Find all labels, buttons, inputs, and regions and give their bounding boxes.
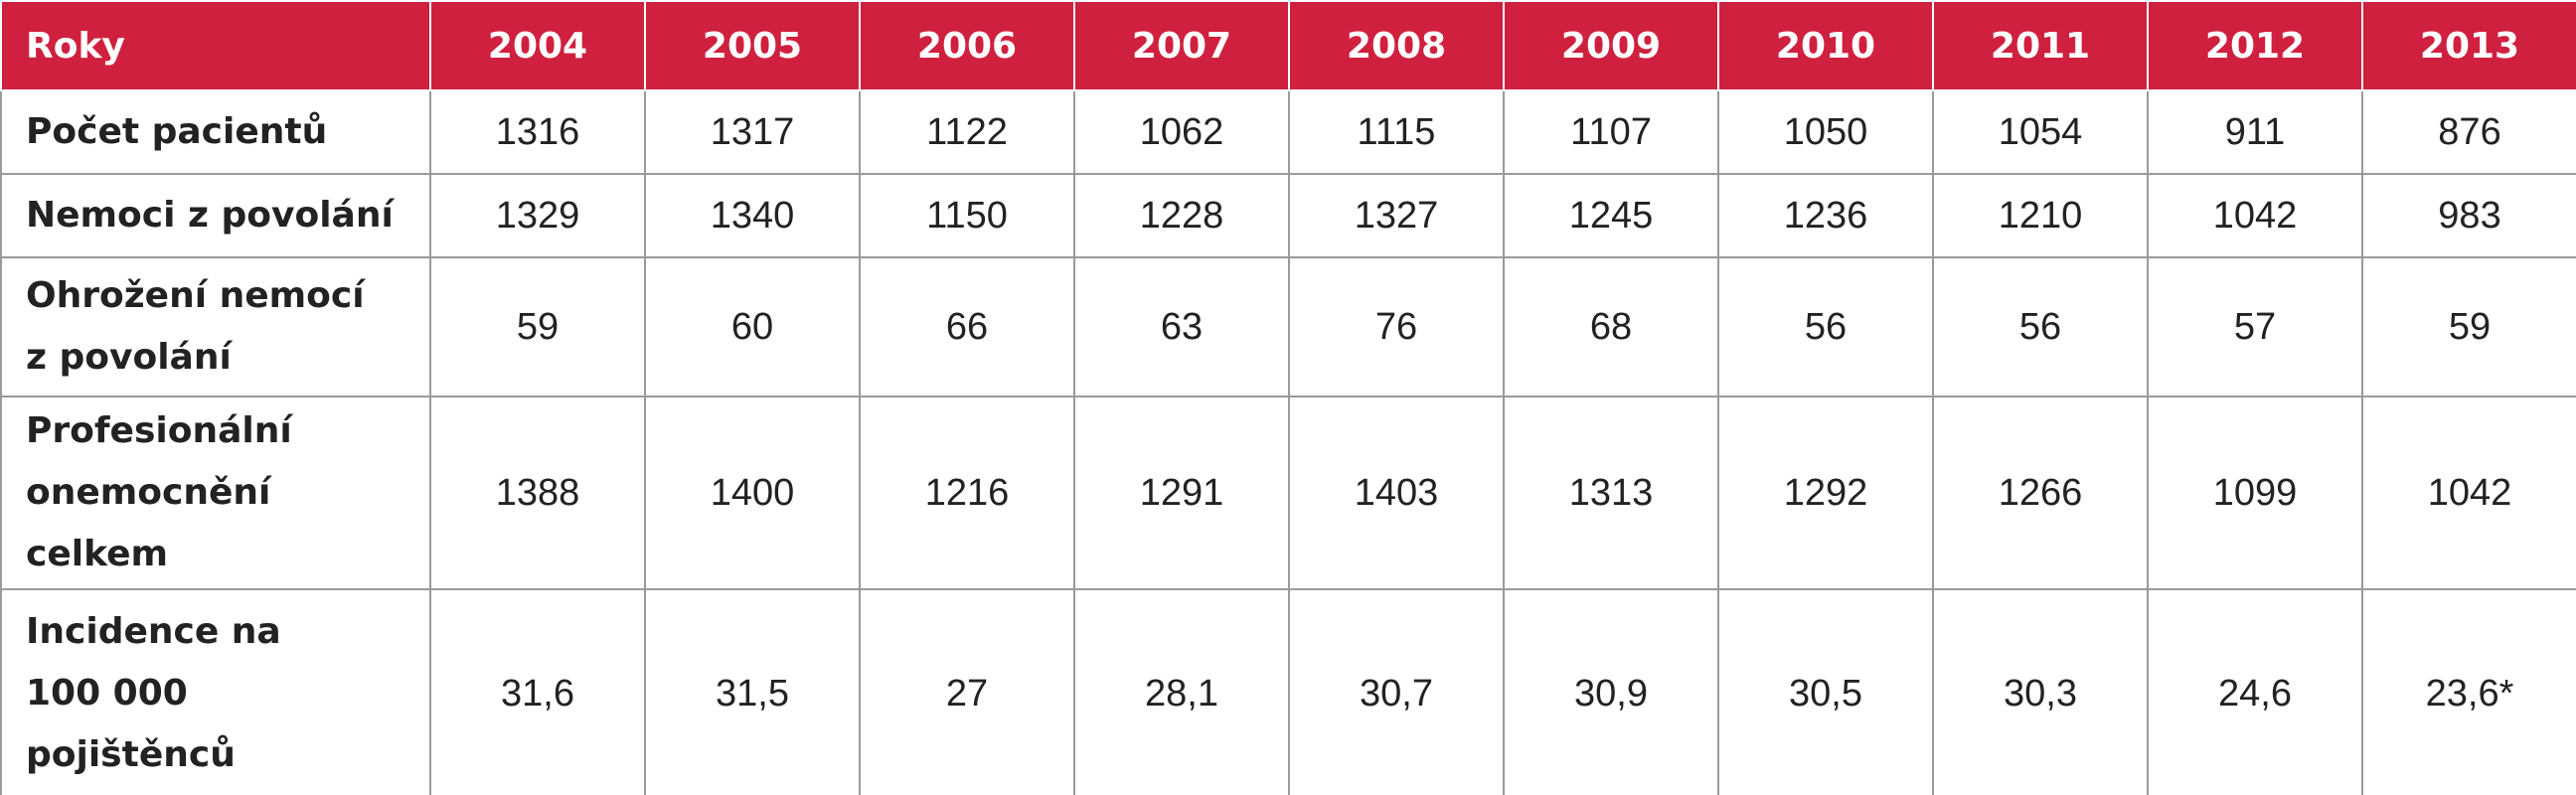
value-cell: 30,5 bbox=[1717, 588, 1934, 795]
label-line: onemocnění bbox=[26, 472, 271, 513]
value-cell: 911 bbox=[2147, 89, 2363, 175]
value-cell: 1388 bbox=[429, 396, 646, 590]
row-label: Incidence na 100 000 pojištěnců bbox=[0, 588, 431, 795]
label-line: Počet pacientů bbox=[26, 111, 328, 152]
row-label: Nemoci z povolání bbox=[0, 173, 431, 258]
value-cell: 31,6 bbox=[429, 588, 646, 795]
value-cell: 1291 bbox=[1073, 396, 1290, 590]
value-cell: 66 bbox=[859, 256, 1075, 398]
header-cell: 2011 bbox=[1932, 0, 2149, 91]
header-cell: 2013 bbox=[2361, 0, 2576, 91]
value-cell: 1210 bbox=[1932, 173, 2149, 258]
value-cell: 23,6* bbox=[2361, 588, 2576, 795]
value-cell: 1236 bbox=[1717, 173, 1934, 258]
value-cell: 1099 bbox=[2147, 396, 2363, 590]
label-line: Profesionální bbox=[26, 410, 292, 451]
header-cell: 2005 bbox=[644, 0, 861, 91]
value-cell: 24,6 bbox=[2147, 588, 2363, 795]
header-cell: Roky bbox=[0, 0, 431, 91]
value-cell: 27 bbox=[859, 588, 1075, 795]
value-cell: 76 bbox=[1288, 256, 1505, 398]
value-cell: 1316 bbox=[429, 89, 646, 175]
table-row: Počet pacientů 1316 1317 1122 1062 1115 1107 10… bbox=[0, 89, 2576, 175]
value-cell: 1042 bbox=[2147, 173, 2363, 258]
value-cell: 28,1 bbox=[1073, 588, 1290, 795]
table-row: Nemoci z povolání 1329 1340 1150 1228 1327 124… bbox=[0, 173, 2576, 258]
value-cell: 1340 bbox=[644, 173, 861, 258]
value-cell: 1107 bbox=[1503, 89, 1719, 175]
header-row: Roky 2004 2005 2006 2007 2008 2009 2010 2011 2012… bbox=[0, 0, 2576, 91]
value-cell: 31,5 bbox=[644, 588, 861, 795]
value-cell: 1245 bbox=[1503, 173, 1719, 258]
value-cell: 1042 bbox=[2361, 396, 2576, 590]
value-cell: 1150 bbox=[859, 173, 1075, 258]
table-row: Profesionální onemocnění celkem 1388 1400 121… bbox=[0, 396, 2576, 590]
value-cell: 1403 bbox=[1288, 396, 1505, 590]
value-cell: 1122 bbox=[859, 89, 1075, 175]
value-cell: 1329 bbox=[429, 173, 646, 258]
value-cell: 1266 bbox=[1932, 396, 2149, 590]
table-row: Ohrožení nemocí z povolání 59 60 66 63 76 68 56 5… bbox=[0, 256, 2576, 398]
value-cell: 60 bbox=[644, 256, 861, 398]
value-cell: 56 bbox=[1717, 256, 1934, 398]
value-cell: 1050 bbox=[1717, 89, 1934, 175]
value-cell: 1327 bbox=[1288, 173, 1505, 258]
header-cell: 2004 bbox=[429, 0, 646, 91]
value-cell: 68 bbox=[1503, 256, 1719, 398]
table-row: Incidence na 100 000 pojištěnců 31,6 31,5 27 2… bbox=[0, 588, 2576, 795]
label-line: pojištěnců bbox=[26, 734, 236, 775]
header-cell: 2012 bbox=[2147, 0, 2363, 91]
value-cell: 59 bbox=[2361, 256, 2576, 398]
row-label: Profesionální onemocnění celkem bbox=[0, 396, 431, 590]
header-cell: 2007 bbox=[1073, 0, 1290, 91]
value-cell: 30,7 bbox=[1288, 588, 1505, 795]
label-line: celkem bbox=[26, 534, 168, 574]
value-cell: 1054 bbox=[1932, 89, 2149, 175]
value-cell: 30,3 bbox=[1932, 588, 2149, 795]
label-line: 100 000 bbox=[26, 673, 188, 714]
label-line: z povolání bbox=[26, 337, 232, 378]
value-cell: 1062 bbox=[1073, 89, 1290, 175]
header-cell: 2010 bbox=[1717, 0, 1934, 91]
label-line: Ohrožení nemocí bbox=[26, 275, 365, 316]
value-cell: 876 bbox=[2361, 89, 2576, 175]
label-line: Nemoci z povolání bbox=[26, 195, 394, 236]
row-label: Ohrožení nemocí z povolání bbox=[0, 256, 431, 398]
label-line: Incidence na bbox=[26, 611, 281, 652]
value-cell: 1292 bbox=[1717, 396, 1934, 590]
value-cell: 983 bbox=[2361, 173, 2576, 258]
value-cell: 59 bbox=[429, 256, 646, 398]
header-cell: 2006 bbox=[859, 0, 1075, 91]
value-cell: 63 bbox=[1073, 256, 1290, 398]
value-cell: 1317 bbox=[644, 89, 861, 175]
header-cell: 2008 bbox=[1288, 0, 1505, 91]
value-cell: 1115 bbox=[1288, 89, 1505, 175]
header-cell: 2009 bbox=[1503, 0, 1719, 91]
value-cell: 1228 bbox=[1073, 173, 1290, 258]
value-cell: 56 bbox=[1932, 256, 2149, 398]
value-cell: 1313 bbox=[1503, 396, 1719, 590]
value-cell: 30,9 bbox=[1503, 588, 1719, 795]
value-cell: 57 bbox=[2147, 256, 2363, 398]
row-label: Počet pacientů bbox=[0, 89, 431, 175]
value-cell: 1400 bbox=[644, 396, 861, 590]
value-cell: 1216 bbox=[859, 396, 1075, 590]
